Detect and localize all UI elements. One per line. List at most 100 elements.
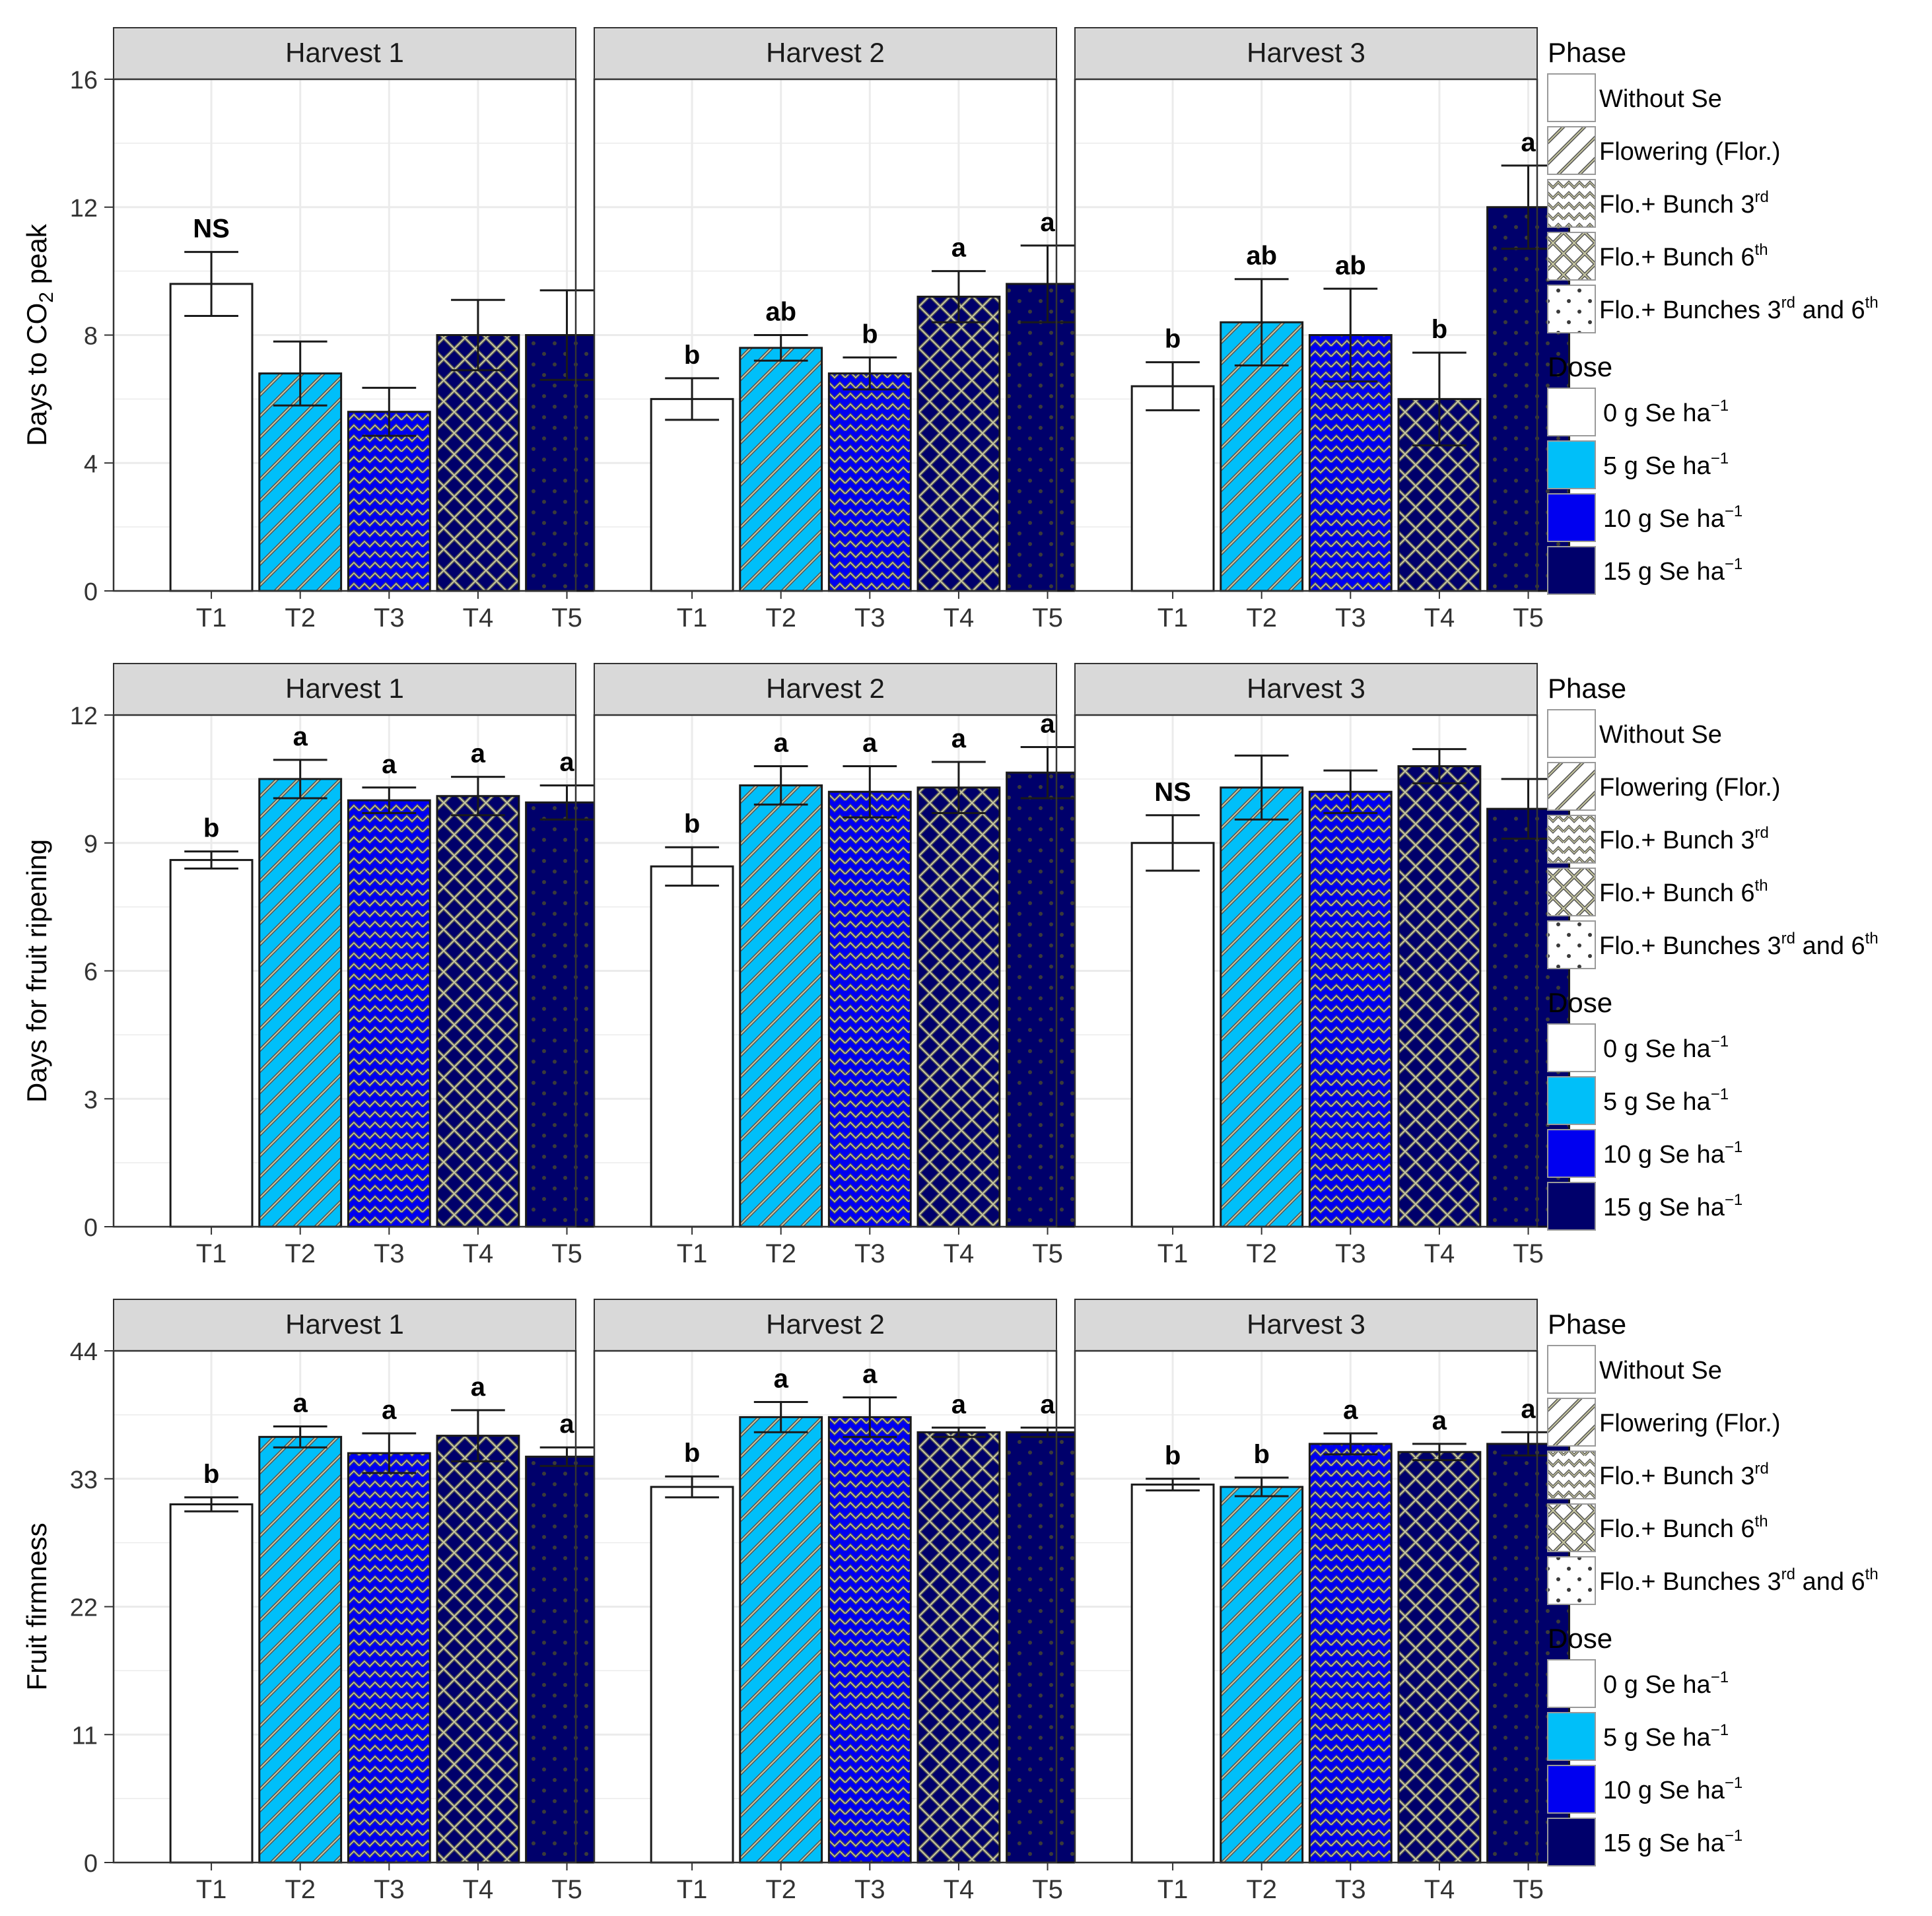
legend-key-dose	[1547, 1712, 1596, 1761]
x-tick-label: T3	[1335, 1875, 1366, 1904]
y-tick-label: 3	[84, 1086, 98, 1114]
legend-key-dose	[1547, 1182, 1596, 1231]
bar-T4	[916, 1431, 1001, 1864]
legend-key-phase	[1547, 1451, 1596, 1499]
legend-label-dose: 15 g Se ha−1	[1603, 1827, 1742, 1857]
error-bar	[362, 786, 417, 815]
error-bar	[1323, 287, 1378, 383]
legend-key-phase	[1547, 1503, 1596, 1552]
error-bar	[932, 1426, 986, 1438]
legend-key-dose	[1547, 1818, 1596, 1866]
error-bar	[1234, 1476, 1289, 1497]
x-tick-label: T2	[285, 1875, 316, 1904]
error-bar	[539, 289, 594, 381]
x-tick-label: T3	[1335, 603, 1366, 633]
significance-label: b	[203, 814, 219, 843]
x-tick-label: T3	[374, 603, 405, 633]
error-bar	[451, 298, 505, 372]
bar-T2	[258, 1435, 343, 1864]
panel-border	[112, 78, 577, 592]
error-bar	[539, 784, 594, 821]
error-bar	[184, 1496, 238, 1513]
chart-row-1: Days to CO2 peak 0 4 8 12 16 Harvest 1 NS T1 T2 T3…	[21, 27, 1570, 633]
x-tick-label: T2	[285, 603, 316, 633]
significance-label: ab	[1335, 251, 1366, 280]
facet-strip	[594, 663, 1057, 716]
legend-label-dose: 5 g Se ha−1	[1603, 450, 1729, 480]
x-tick-label: T4	[463, 1875, 494, 1904]
error-bar	[665, 846, 719, 887]
significance-label: b	[862, 320, 878, 349]
facet-title: Harvest 3	[1247, 1309, 1365, 1340]
legend-label-dose: 15 g Se ha−1	[1603, 555, 1742, 586]
x-tick-label: T2	[1246, 1875, 1277, 1904]
legend-title-dose: Dose	[1548, 351, 1612, 382]
legend-label-phase: Flo.+ Bunches 3rd and 6th	[1599, 1565, 1879, 1596]
legend-label-dose: 0 g Se ha−1	[1603, 1668, 1729, 1699]
y-tick-label: 6	[84, 959, 98, 986]
legend-title-phase: Phase	[1548, 1309, 1626, 1340]
bar-T2	[1220, 786, 1304, 1228]
x-tick-label: T4	[944, 1875, 975, 1904]
bar-T3	[347, 411, 431, 592]
error-bar	[665, 377, 719, 421]
x-tick-label: T4	[1424, 1875, 1455, 1904]
error-bar	[362, 386, 417, 437]
legend-key-phase	[1547, 232, 1596, 281]
error-bar	[1146, 814, 1200, 872]
legend-key-dose	[1547, 1659, 1596, 1708]
x-tick-label: T5	[1032, 1239, 1063, 1268]
y-tick-label: 8	[84, 323, 98, 351]
facet-title: Harvest 3	[1247, 37, 1365, 68]
significance-label: ab	[765, 298, 796, 327]
error-bar	[753, 765, 808, 806]
legend-label-phase: Flowering (Flor.)	[1599, 1410, 1781, 1437]
bar-T2	[739, 1416, 823, 1864]
significance-label: a	[471, 1373, 486, 1402]
panel-border	[593, 714, 1058, 1228]
error-bar	[273, 340, 328, 407]
error-bar	[1412, 1443, 1466, 1462]
facet-panel: Harvest 2 b a a a a T1 T2 T3 T4 T5	[593, 1299, 1089, 1904]
significance-label: a	[1521, 1394, 1536, 1423]
legend-key-phase	[1547, 179, 1596, 228]
x-tick-label: T1	[1157, 1239, 1189, 1268]
error-bar	[665, 1475, 719, 1499]
legend-key-dose	[1547, 546, 1596, 595]
error-bar	[843, 765, 897, 819]
error-bar	[1020, 1426, 1075, 1438]
x-tick-label: T3	[854, 1875, 885, 1904]
x-tick-label: T4	[944, 603, 975, 633]
x-tick-label: T4	[463, 1239, 494, 1268]
x-tick-label: T3	[374, 1239, 405, 1268]
significance-label: a	[951, 1390, 967, 1419]
legend-label-phase: Flo.+ Bunch 6th	[1599, 877, 1768, 907]
legend-label-dose: 10 g Se ha−1	[1603, 502, 1742, 533]
legend-key-phase	[1547, 1345, 1596, 1394]
panel-border	[593, 78, 1058, 592]
facet-title: Harvest 3	[1247, 673, 1365, 704]
x-tick-label: T3	[374, 1875, 405, 1904]
facet-title: Harvest 1	[285, 673, 404, 704]
y-tick-label: 16	[70, 67, 98, 94]
bar-T3	[1308, 1443, 1393, 1864]
legend-label-phase: Flo.+ Bunches 3rd and 6th	[1599, 930, 1879, 960]
bar-T2	[1220, 1486, 1304, 1864]
significance-label: a	[293, 722, 308, 751]
bar-T2	[739, 347, 823, 592]
x-tick-label: T5	[1032, 1875, 1063, 1904]
bar-T3	[827, 790, 912, 1228]
error-bar	[273, 1425, 328, 1449]
facet-panel: Harvest 1 b a a a a T1 T2 T3 T4 T5	[112, 1299, 609, 1904]
significance-label: a	[774, 729, 789, 758]
error-bar	[753, 1401, 808, 1433]
legend-label-phase: Flo.+ Bunch 3rd	[1599, 824, 1769, 854]
error-bar	[1146, 1478, 1200, 1491]
legend-key-dose	[1547, 1023, 1596, 1072]
facet-strip	[1074, 663, 1538, 716]
significance-label: a	[862, 729, 878, 758]
panel-border	[1074, 78, 1538, 592]
y-tick-label: 0	[84, 1214, 98, 1242]
x-tick-label: T1	[196, 1875, 227, 1904]
